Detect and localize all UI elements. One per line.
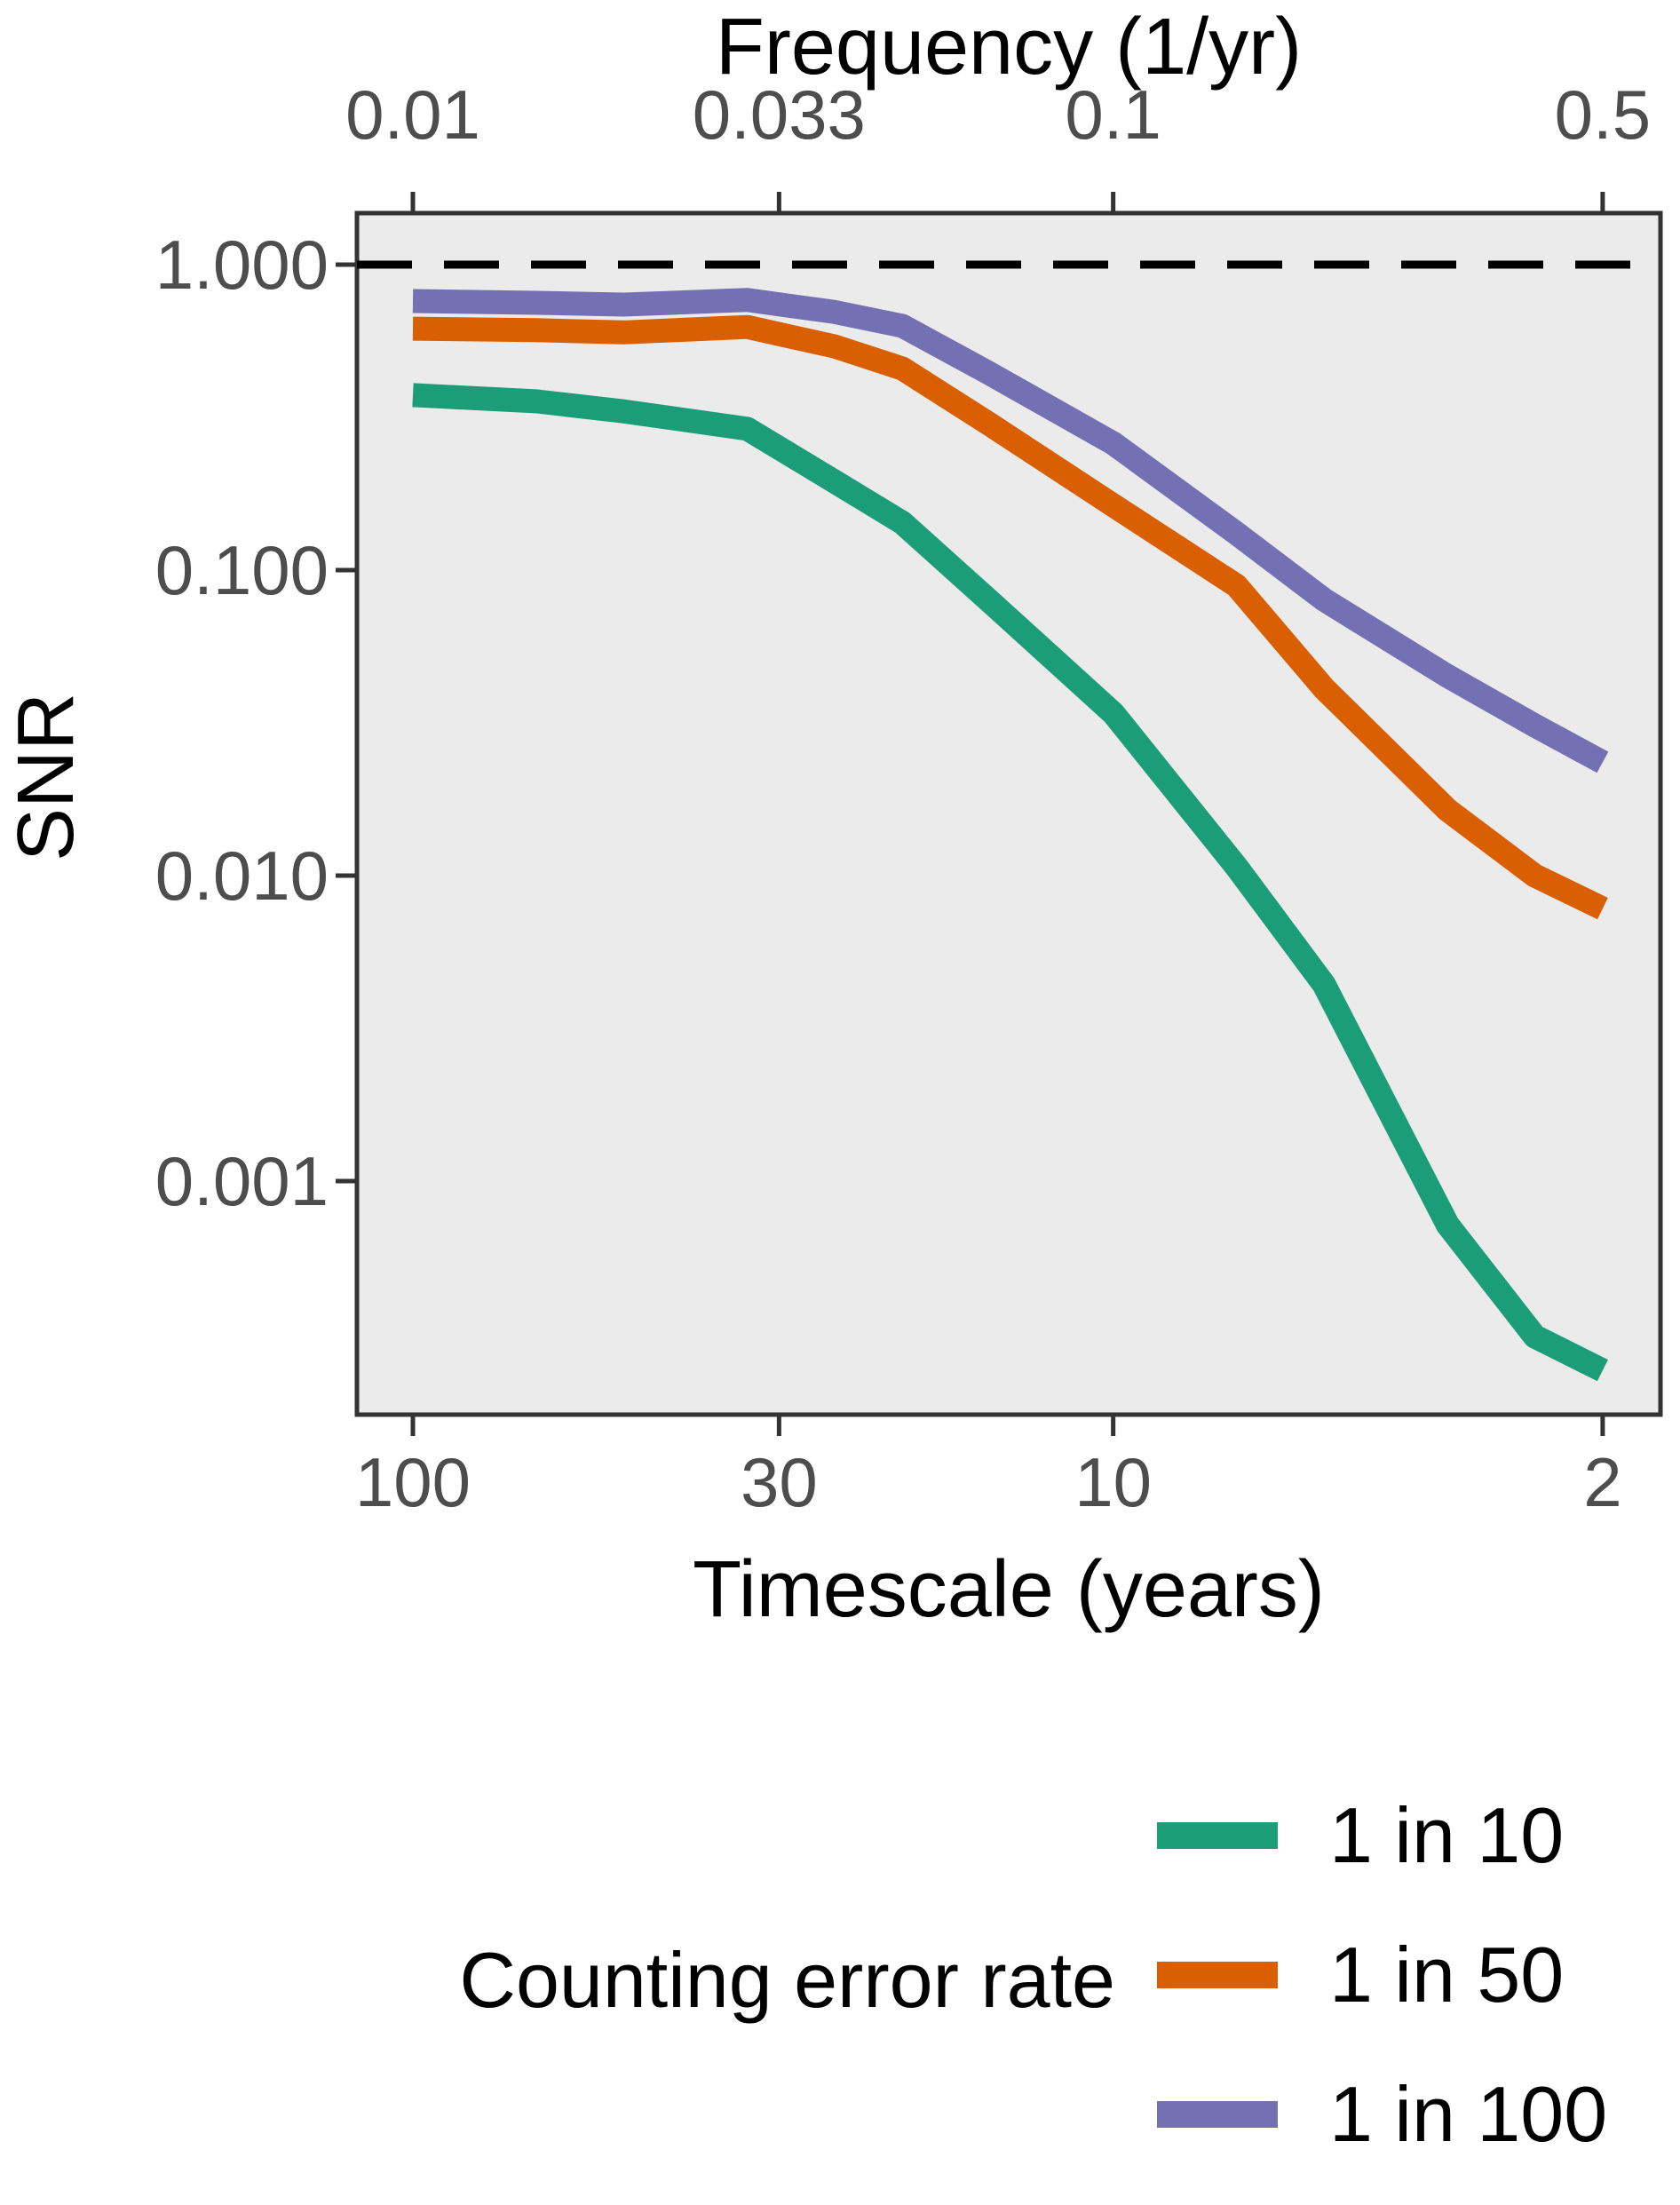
bottom-axis-tick-label: 30 (740, 1443, 818, 1521)
y-axis-tick-label: 0.010 (155, 837, 329, 915)
legend-swatch-purple (1157, 2101, 1278, 2128)
legend-label: 1 in 100 (1329, 2070, 1608, 2158)
bottom-axis-tick-label: 2 (1583, 1443, 1622, 1521)
data-series-lines (412, 288, 1609, 1382)
legend-title: Counting error rate (459, 1936, 1115, 2024)
bottom-axis-title: Timescale (years) (693, 1545, 1325, 1634)
top-axis-tick-label: 0.033 (692, 75, 866, 154)
top-axis-tick-label: 0.5 (1554, 75, 1652, 154)
legend-entry-1-in-50: 1 in 50 (1157, 1926, 1607, 2024)
legend-label: 1 in 10 (1329, 1791, 1565, 1879)
axis-tick-marks (336, 192, 1605, 1436)
y-axis-tick-label: 0.001 (155, 1142, 329, 1220)
legend-label: 1 in 50 (1329, 1931, 1565, 2019)
bottom-axis-tick-label: 100 (354, 1443, 472, 1521)
legend-entry-1-in-10: 1 in 10 (1157, 1787, 1607, 1884)
y-axis-tick-label: 1.000 (155, 226, 329, 304)
legend-swatch-green (1157, 1822, 1278, 1849)
bottom-axis-tick-label: 10 (1074, 1443, 1153, 1521)
top-axis-tick-label: 0.01 (345, 75, 480, 154)
top-axis-title: Frequency (1/yr) (715, 3, 1303, 91)
legend-entry-1-in-100: 1 in 100 (1157, 2066, 1607, 2163)
legend: 1 in 10 1 in 50 1 in 100 (1157, 1787, 1607, 2205)
legend-swatch-orange (1157, 1962, 1278, 1988)
top-axis-tick-label: 0.1 (1065, 75, 1161, 154)
y-axis-tick-label: 0.100 (155, 531, 329, 609)
snr-line-chart (336, 192, 1663, 1436)
